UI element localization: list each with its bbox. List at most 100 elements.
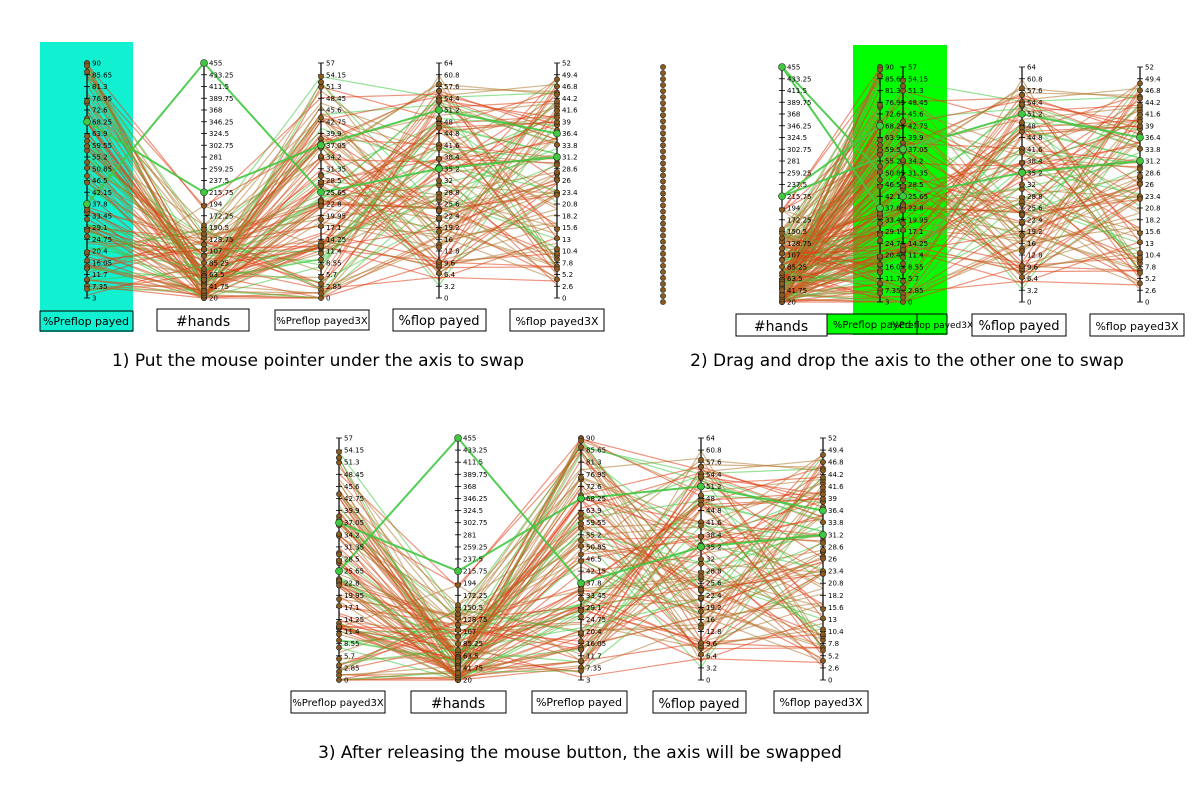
data-point	[336, 531, 342, 537]
axis-tick-label: 11.7	[885, 275, 901, 283]
axis-label-button-preflop-payed[interactable]: %Preflop payed	[531, 690, 628, 714]
axis-tick-label: 11.4	[344, 628, 360, 636]
axis-tick-label: 32	[444, 177, 453, 185]
data-point	[201, 241, 207, 248]
axis-label-button-flop-payed[interactable]: %flop payed	[392, 308, 487, 332]
axis-flop-payed[interactable]: 64 60.8 57.6 54.4 51.2 48 44.8 41.6 38.4 35.2 32 28…	[1018, 64, 1044, 307]
axis-tick-label: 11.4	[326, 248, 342, 256]
axis-hands[interactable]: 455 433.25 411.5 389.75 368 346.25 324.5 302.75…	[454, 434, 488, 685]
data-point	[698, 587, 704, 594]
axis-tick-label: 32	[706, 556, 715, 564]
axis-tick-label: 29.1	[885, 228, 901, 236]
svg-text:%Preflop payed: %Preflop payed	[43, 315, 129, 328]
axis-tick-label: 33.45	[586, 592, 606, 600]
axis-label-button-flop-payed3x[interactable]: %flop payed3X	[773, 690, 869, 714]
axis-tick-label: 194	[787, 205, 801, 213]
data-point	[660, 190, 666, 197]
axis-tick-label: 23.4	[828, 568, 844, 576]
data-point	[554, 226, 560, 232]
axis-tick-label: 10.4	[562, 248, 578, 256]
data-point	[877, 269, 883, 276]
axis-label-button-flop-payed3x[interactable]: %flop payed3X	[1089, 313, 1185, 337]
axis-tick-label: 5.2	[562, 271, 573, 279]
data-point	[200, 188, 208, 197]
data-point	[84, 233, 90, 240]
axis-flop-payed3x[interactable]: 52 49.4 46.8 44.2 41.6 39 36.4 33.8 31.2 28.6 26 23…	[553, 60, 579, 303]
axis-tick-label: 48	[444, 118, 453, 126]
axis-tick-label: 20	[463, 677, 472, 685]
axis-label-button-preflop-payed3x[interactable]: %Preflop payed3X	[290, 690, 386, 714]
data-point	[900, 227, 906, 233]
axis-tick-label: 9.6	[1027, 263, 1039, 271]
axis-tick-label: 107	[787, 252, 800, 260]
axis-label-button-preflop-payed3x[interactable]: %Preflop payed3X	[891, 313, 973, 335]
axis-tick-label: 39.9	[326, 130, 342, 138]
data-point	[779, 292, 785, 299]
axis-preflop-payed-dragging[interactable]: 90 85.65 81.3 76.95 72.6 68.25 63.9 59.55 55.2 50…	[660, 64, 905, 307]
data-point	[820, 555, 826, 562]
data-point	[820, 631, 826, 638]
axis-tick-label: 455	[209, 60, 222, 68]
axis-preflop-payed3x[interactable]: 57 54.15 51.3 48.45 45.6 42.75 39.9 37.05 34.2 31…	[317, 60, 347, 303]
axis-label-button-preflop-payed3x[interactable]: %Preflop payed3X	[274, 309, 370, 331]
axis-flop-payed[interactable]: 64 60.8 57.6 54.4 51.2 48 44.8 41.6 38.4 35.2 32 28…	[697, 435, 723, 685]
axis-tick-label: 37.05	[326, 142, 346, 150]
axis-label-button-hands[interactable]: #hands	[410, 690, 507, 714]
axis-tick-label: 52	[562, 60, 571, 68]
data-point	[877, 183, 883, 190]
axis-tick-label: 57	[344, 435, 353, 443]
axis-label-button-flop-payed[interactable]: %flop payed	[971, 313, 1067, 337]
svg-text:%Preflop payed3X: %Preflop payed3X	[292, 698, 384, 709]
axis-preflop-payed[interactable]: 90 85.65 81.3 76.95 72.6 68.25 63.9 59.55 55.2 50…	[83, 60, 113, 303]
axis-preflop-payed3x[interactable]: 57 54.15 51.3 48.45 45.6 42.75 39.9 37.05 34.2 31…	[899, 64, 929, 307]
axis-tick-label: 44.8	[444, 130, 460, 138]
axis-hands[interactable]: 455 433.25 411.5 389.75 368 346.25 324.5 302.75…	[778, 63, 812, 307]
axis-tick-label: 49.4	[1145, 75, 1161, 83]
data-point	[660, 268, 666, 275]
data-point	[877, 163, 883, 170]
axis-tick-label: 259.25	[787, 169, 812, 177]
axis-tick-label: 20.4	[586, 628, 602, 636]
axis-flop-payed[interactable]: 64 60.8 57.6 54.4 51.2 48 44.8 41.6 38.4 35.2 32 28…	[435, 60, 461, 303]
data-point	[436, 88, 442, 94]
axis-tick-label: 215.75	[463, 568, 488, 576]
data-point	[660, 196, 666, 203]
data-point	[578, 646, 584, 653]
axis-tick-label: 41.75	[787, 287, 807, 295]
axis-preflop-payed3x[interactable]: 57 54.15 51.3 48.45 45.6 42.75 39.9 37.05 34.2 31…	[335, 435, 365, 685]
data-point	[877, 72, 883, 79]
data-point	[820, 606, 826, 612]
data-point	[698, 473, 704, 480]
axis-label-button-flop-payed[interactable]: %flop payed	[652, 690, 747, 714]
axis-tick-label: 54.4	[444, 95, 460, 103]
axis-tick-label: 215.75	[209, 189, 234, 197]
data-point	[336, 596, 342, 603]
axis-flop-payed3x[interactable]: 52 49.4 46.8 44.2 41.6 39 36.4 33.8 31.2 28.6 26 23…	[1136, 64, 1162, 307]
axis-tick-label: 25.6	[706, 580, 722, 588]
axis-hands[interactable]: 455 433.25 411.5 389.75 368 346.25 324.5 302.75…	[200, 59, 234, 303]
data-point	[660, 94, 666, 101]
panel-step-2: 90 85.65 81.3 76.95 72.6 68.25 63.9 59.55 55.2 50…	[660, 45, 1185, 371]
axis-label-button-hands[interactable]: #hands	[735, 313, 828, 337]
data-point	[660, 124, 666, 131]
axis-tick-label: 346.25	[463, 495, 488, 503]
data-point	[554, 108, 560, 114]
axis-label-button-hands[interactable]: #hands	[156, 308, 250, 332]
axis-label-button-preflop-payed[interactable]: %Preflop payed	[39, 310, 134, 332]
axis-tick-label: 17.1	[908, 228, 924, 236]
axis-preflop-payed[interactable]: 90 85.65 81.3 76.95 72.6 68.25 63.9 59.55 55.2 50…	[577, 435, 607, 685]
axis-tick-label: 51.2	[444, 107, 460, 115]
axis-label-button-flop-payed3x[interactable]: %flop payed3X	[509, 308, 605, 332]
data-point	[820, 484, 826, 491]
axis-tick-label: 44.2	[1145, 99, 1161, 107]
svg-text:%Preflop payed3X: %Preflop payed3X	[891, 321, 973, 331]
axis-tick-label: 18.2	[562, 212, 578, 220]
data-point	[455, 664, 461, 671]
axis-tick-label: 7.8	[1145, 263, 1156, 271]
axis-tick-label: 57.6	[1027, 87, 1043, 95]
axis-tick-label: 20	[209, 295, 218, 303]
axis-flop-payed3x[interactable]: 52 49.4 46.8 44.2 41.6 39 36.4 33.8 31.2 28.6 26 23…	[819, 435, 845, 685]
axis-tick-label: 25.6	[444, 201, 460, 209]
data-point	[660, 64, 666, 70]
axis-tick-label: 5.2	[1145, 275, 1156, 283]
